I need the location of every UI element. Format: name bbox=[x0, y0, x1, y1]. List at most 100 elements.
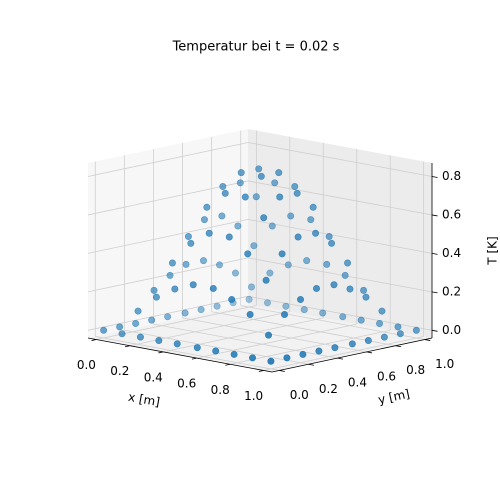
x-tick-label: 0.8 bbox=[211, 383, 230, 397]
data-point bbox=[325, 233, 333, 241]
data-point bbox=[244, 250, 252, 258]
data-point bbox=[166, 271, 174, 279]
tick-mark bbox=[431, 329, 438, 332]
data-point bbox=[118, 330, 126, 338]
data-point bbox=[234, 222, 242, 230]
y-tick-label: 0.4 bbox=[348, 376, 367, 390]
data-point bbox=[376, 320, 384, 328]
x-tick-label: 0.2 bbox=[110, 364, 129, 378]
data-point bbox=[100, 326, 108, 334]
data-point bbox=[284, 261, 292, 269]
data-point bbox=[212, 347, 220, 355]
data-point bbox=[297, 296, 305, 304]
z-tick-label: 0.2 bbox=[442, 284, 461, 298]
data-point bbox=[267, 357, 275, 365]
data-point bbox=[364, 337, 372, 345]
x-tick-label: 0.6 bbox=[177, 377, 196, 391]
data-point bbox=[341, 271, 349, 279]
data-point bbox=[266, 269, 274, 277]
data-point bbox=[265, 331, 273, 339]
data-point bbox=[360, 286, 368, 294]
data-point bbox=[275, 169, 283, 177]
tick-mark bbox=[431, 176, 438, 178]
data-point bbox=[164, 313, 172, 321]
data-point bbox=[249, 354, 257, 362]
data-point bbox=[348, 340, 356, 348]
data-point bbox=[357, 316, 365, 324]
data-point bbox=[300, 306, 308, 314]
data-point bbox=[396, 330, 404, 338]
data-point bbox=[148, 316, 156, 324]
grid-line bbox=[196, 323, 357, 359]
data-point bbox=[252, 193, 260, 201]
y-tick-label: 0.0 bbox=[290, 388, 309, 402]
y-tick-label: 0.2 bbox=[319, 382, 338, 396]
data-point bbox=[241, 193, 249, 201]
data-point bbox=[225, 233, 233, 241]
z-tick-label: 0.0 bbox=[442, 323, 461, 337]
data-point bbox=[184, 233, 192, 241]
data-point bbox=[294, 233, 302, 241]
data-point bbox=[271, 179, 279, 187]
pane-left bbox=[88, 129, 248, 338]
grid-line bbox=[247, 295, 433, 331]
data-point bbox=[250, 242, 258, 250]
data-point bbox=[268, 222, 276, 230]
data-point bbox=[132, 320, 140, 328]
grid-line bbox=[263, 336, 424, 371]
data-point bbox=[231, 269, 239, 277]
data-point bbox=[309, 203, 317, 211]
data-point bbox=[315, 347, 323, 355]
z-tick-label: 0.6 bbox=[442, 207, 461, 221]
data-point bbox=[237, 169, 245, 177]
grid-line bbox=[153, 323, 338, 359]
data-point bbox=[155, 337, 163, 345]
data-point bbox=[255, 165, 263, 173]
grid-line bbox=[247, 257, 433, 293]
data-point bbox=[134, 307, 142, 315]
data-point bbox=[168, 259, 176, 267]
data-point bbox=[339, 313, 347, 321]
tick-mark bbox=[431, 214, 438, 217]
data-point bbox=[181, 309, 189, 317]
data-point bbox=[236, 179, 244, 187]
data-point bbox=[173, 340, 181, 348]
y-axis-line bbox=[271, 337, 433, 373]
data-point bbox=[205, 229, 213, 237]
x-axis-label: x [m] bbox=[127, 390, 161, 409]
data-point bbox=[230, 350, 238, 358]
chart-title: Temperatur bei t = 0.02 s bbox=[172, 40, 340, 55]
data-point bbox=[283, 354, 291, 362]
grid-line bbox=[163, 317, 324, 353]
data-point bbox=[150, 286, 158, 294]
data-point bbox=[328, 239, 336, 247]
data-point bbox=[330, 281, 338, 289]
data-point bbox=[278, 250, 286, 258]
data-point bbox=[291, 183, 299, 191]
data-point bbox=[260, 214, 268, 222]
data-point bbox=[346, 285, 354, 293]
data-point bbox=[331, 344, 339, 352]
grid-line bbox=[247, 218, 433, 254]
pane-floor bbox=[88, 304, 432, 372]
z-axis-label: T [K] bbox=[486, 236, 500, 265]
data-point bbox=[215, 261, 223, 269]
data-point bbox=[262, 276, 270, 284]
data-point bbox=[171, 285, 179, 293]
x-tick-label: 1.0 bbox=[244, 389, 263, 403]
y-tick-label: 0.6 bbox=[377, 369, 396, 383]
data-point bbox=[313, 284, 321, 292]
y-tick-label: 1.0 bbox=[435, 357, 454, 371]
grid-line bbox=[240, 305, 425, 340]
data-point bbox=[394, 323, 402, 331]
grid-line bbox=[87, 142, 249, 177]
data-point bbox=[246, 310, 254, 318]
y-tick-label: 0.8 bbox=[406, 363, 425, 377]
grid-line bbox=[230, 329, 391, 365]
grid-line bbox=[87, 218, 249, 254]
x-tick-label: 0.0 bbox=[77, 358, 96, 372]
data-point bbox=[378, 307, 386, 315]
data-point bbox=[187, 239, 195, 247]
data-point bbox=[282, 302, 290, 310]
data-point bbox=[221, 189, 229, 197]
